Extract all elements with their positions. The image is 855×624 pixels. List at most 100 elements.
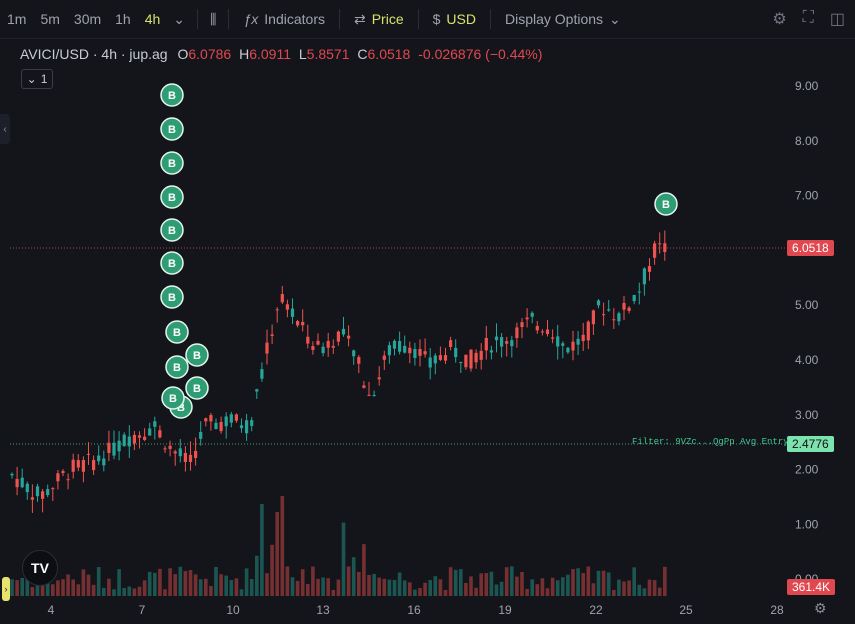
candle-body [438,355,442,360]
candle-body [188,454,193,462]
settings-icon[interactable]: ⚙ [772,11,787,28]
candle-body [387,345,391,356]
tradingview-logo[interactable]: TV [22,550,58,586]
candle-body [413,348,417,358]
candle-body [112,442,116,456]
candle-body [510,340,514,347]
volume-bar [418,587,422,596]
volume-bar [178,566,183,596]
divider [338,9,340,29]
sidebar-toggle[interactable]: ‹ [0,114,10,144]
candle-body [500,337,504,347]
candle-body [428,357,432,368]
price-axis-label: 3.00 [795,408,819,422]
candle-body [107,442,111,453]
volume-bar [326,578,330,596]
candle-body [347,335,351,339]
volume-bar [290,577,295,596]
volume-bar [397,572,402,596]
volume-bar [494,584,499,596]
candle-body [122,434,126,447]
function-icon: ƒx [243,11,259,27]
candle-body [97,455,101,462]
chevron-down-icon[interactable]: ⌄ [173,10,186,27]
volume-bar [601,570,606,596]
candle-type-icon[interactable]: ⫼ [210,10,217,27]
display-options-label: Display Options [504,11,604,27]
buy-marker [185,376,209,400]
volume-bar [413,589,417,596]
candle-body [484,337,488,351]
price-toggle-button[interactable]: ⇄ Price [346,11,412,28]
axis-settings-icon[interactable]: ⚙ [814,600,827,616]
chevron-right-icon: › [4,584,8,594]
volume-bar [209,585,213,596]
candle-body [321,346,325,354]
candle-body [204,418,208,422]
timeframe-30m[interactable]: 30m [73,11,102,27]
timeframe-4h[interactable]: 4h [144,11,161,27]
candle-body [642,268,646,285]
volume-bar [173,574,177,596]
indicators-button[interactable]: ƒx Indicators [235,11,333,27]
camera-icon[interactable]: ◫ [829,11,845,28]
timeframe-5m[interactable]: 5m [40,11,60,27]
chevron-down-icon: ⌄ [26,72,37,86]
volume-bar [581,573,585,596]
candle-body [10,473,14,476]
volume-bar [132,588,137,596]
candle-body [464,354,468,368]
volume-bar [550,577,555,596]
time-axis-label: 16 [407,603,421,617]
candle-body [148,428,152,436]
volume-bar [239,589,244,596]
volume-bar [555,580,560,596]
candle-body [117,440,121,452]
candle-body [199,431,203,439]
price-axis-label: 5.00 [795,298,819,312]
candle-body [173,451,177,454]
divider [489,9,491,29]
display-options-button[interactable]: Display Options ⌄ [497,11,629,28]
indicator-count: 1 [40,72,48,86]
scroll-handle[interactable]: › [2,577,10,601]
volume-bar [102,587,106,596]
candle-body [479,350,483,360]
candle-body [214,422,218,430]
timeframe-1m[interactable]: 1m [7,11,27,27]
candle-body [331,345,335,348]
indicators-label: Indicators [264,11,325,27]
close-value: 6.0518 [367,46,411,62]
candle-body [61,471,65,474]
volume-bar [224,575,228,596]
last-price-tag: 6.0518 [787,240,834,256]
candle-body [443,355,448,361]
volume-bar [204,578,208,596]
timeframe-1h[interactable]: 1h [115,11,131,27]
volume-bar [331,589,336,596]
divider [228,9,230,29]
volume-bar [198,579,203,596]
buy-marker [165,320,189,344]
candle-body [520,322,524,328]
volume-bar [617,579,621,596]
volume-bar [193,574,198,596]
volume-bar [25,578,30,596]
buy-marker-label: B [168,124,176,136]
candle-body [663,243,667,253]
fullscreen-icon[interactable]: ⛶ [802,9,814,26]
divider [197,9,199,29]
time-axis-label: 22 [589,603,603,617]
candle-body [530,312,534,317]
volume-bar [56,580,60,596]
volume-bar [642,588,647,596]
volume-bar [453,569,458,596]
avg-entry-label: Filter: 9VZc...QgPp Avg Entry [632,437,789,447]
currency-toggle-button[interactable]: $ USD [425,11,484,27]
legend-collapse-button[interactable]: ⌄ 1 [21,69,53,89]
volume-bar [499,581,504,596]
low-value: 5.8571 [306,46,350,62]
volume-bar [464,582,468,596]
buy-marker [160,83,184,107]
